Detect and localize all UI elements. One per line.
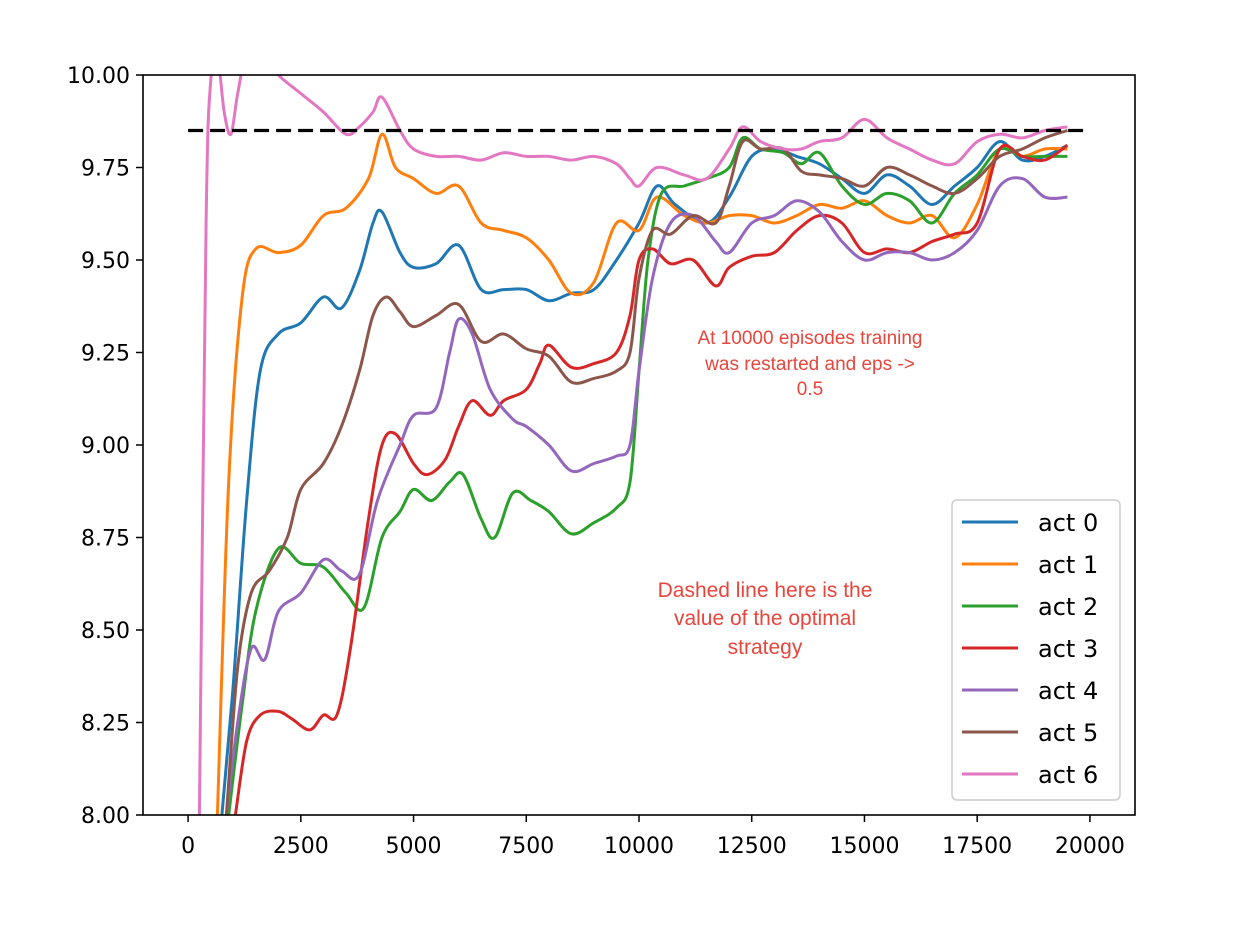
y-tick-label: 8.75 — [81, 527, 130, 552]
legend-label-act-5: act 5 — [1038, 719, 1098, 747]
y-tick-label: 9.75 — [81, 157, 130, 182]
x-tick-label: 20000 — [1055, 834, 1125, 859]
x-tick-label: 10000 — [604, 834, 674, 859]
y-axis: 8.00 8.25 8.50 8.75 9.00 9.25 9.50 9.75 10.00 — [67, 64, 143, 829]
y-tick-label: 10.00 — [67, 64, 130, 89]
y-tick-label: 9.25 — [81, 342, 130, 367]
annotation-dashed-line-2: value of the optimal — [673, 607, 857, 631]
legend: act 0 act 1 act 2 act 3 act 4 act 5 act 6 — [951, 499, 1121, 801]
x-tick-label: 17500 — [942, 834, 1012, 859]
x-tick-label: 5000 — [386, 834, 442, 859]
legend-box — [951, 499, 1121, 801]
x-tick-label: 12500 — [717, 834, 787, 859]
annotation-dashed-line-3: strategy — [727, 635, 803, 659]
y-tick-label: 8.50 — [81, 619, 130, 644]
annotation-restart-line-3: 0.5 — [796, 379, 824, 401]
legend-label-act-6: act 6 — [1038, 761, 1098, 789]
annotation-restart-line-2: was restarted and eps -> — [705, 353, 915, 375]
annotation-dashed-line-1: Dashed line here is the — [657, 579, 873, 602]
y-tick-label: 8.00 — [81, 804, 130, 829]
x-tick-label: 0 — [181, 834, 195, 859]
x-tick-label: 2500 — [273, 834, 329, 859]
series-line-act-3 — [233, 143, 1069, 815]
series-line-act-5 — [224, 129, 1068, 815]
y-tick-label: 9.00 — [81, 434, 130, 459]
series-line-act-1 — [215, 132, 1068, 815]
x-tick-label: 15000 — [829, 834, 899, 859]
legend-label-act-3: act 3 — [1038, 635, 1098, 663]
y-tick-label: 8.25 — [81, 712, 130, 737]
legend-label-act-4: act 4 — [1038, 677, 1098, 705]
annotation-restart-line-1: At 10000 episodes training — [697, 328, 923, 349]
series-line-act-2 — [227, 135, 1068, 815]
legend-label-act-2: act 2 — [1038, 593, 1098, 621]
y-tick-label: 9.50 — [81, 249, 130, 274]
legend-label-act-1: act 1 — [1038, 551, 1098, 579]
x-tick-label: 7500 — [498, 834, 554, 859]
annotation-restart: At 10000 episodes training was restarted… — [650, 326, 970, 403]
series-line-act-0 — [220, 140, 1069, 815]
x-axis: 0 2500 5000 7500 10000 12500 15000 17500 20000 — [181, 815, 1125, 859]
series-line-act-4 — [224, 176, 1068, 815]
legend-label-act-0: act 0 — [1038, 509, 1098, 537]
annotation-dashed-line: Dashed line here is the value of the opt… — [600, 577, 930, 662]
